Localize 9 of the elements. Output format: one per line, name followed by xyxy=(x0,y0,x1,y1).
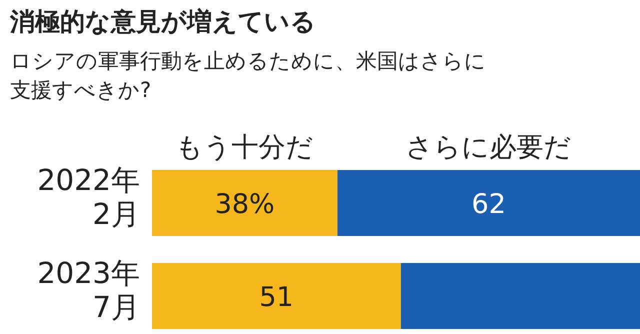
data-label: 51 xyxy=(259,282,294,313)
series-label: さらに必要だ xyxy=(406,132,572,163)
y-tick-label: 2022年 2月 xyxy=(37,163,140,231)
data-label: 38% xyxy=(214,189,275,220)
y-tick-label: 2023年 7月 xyxy=(37,256,140,324)
chart-title: 消極的な意見が増えている xyxy=(9,7,316,36)
chart-subtitle: ロシアの軍事行動を止めるために、米国はさらに支援すべきか? xyxy=(10,49,486,102)
series-label: もう十分だ xyxy=(176,132,314,163)
data-label: 62 xyxy=(472,189,506,220)
